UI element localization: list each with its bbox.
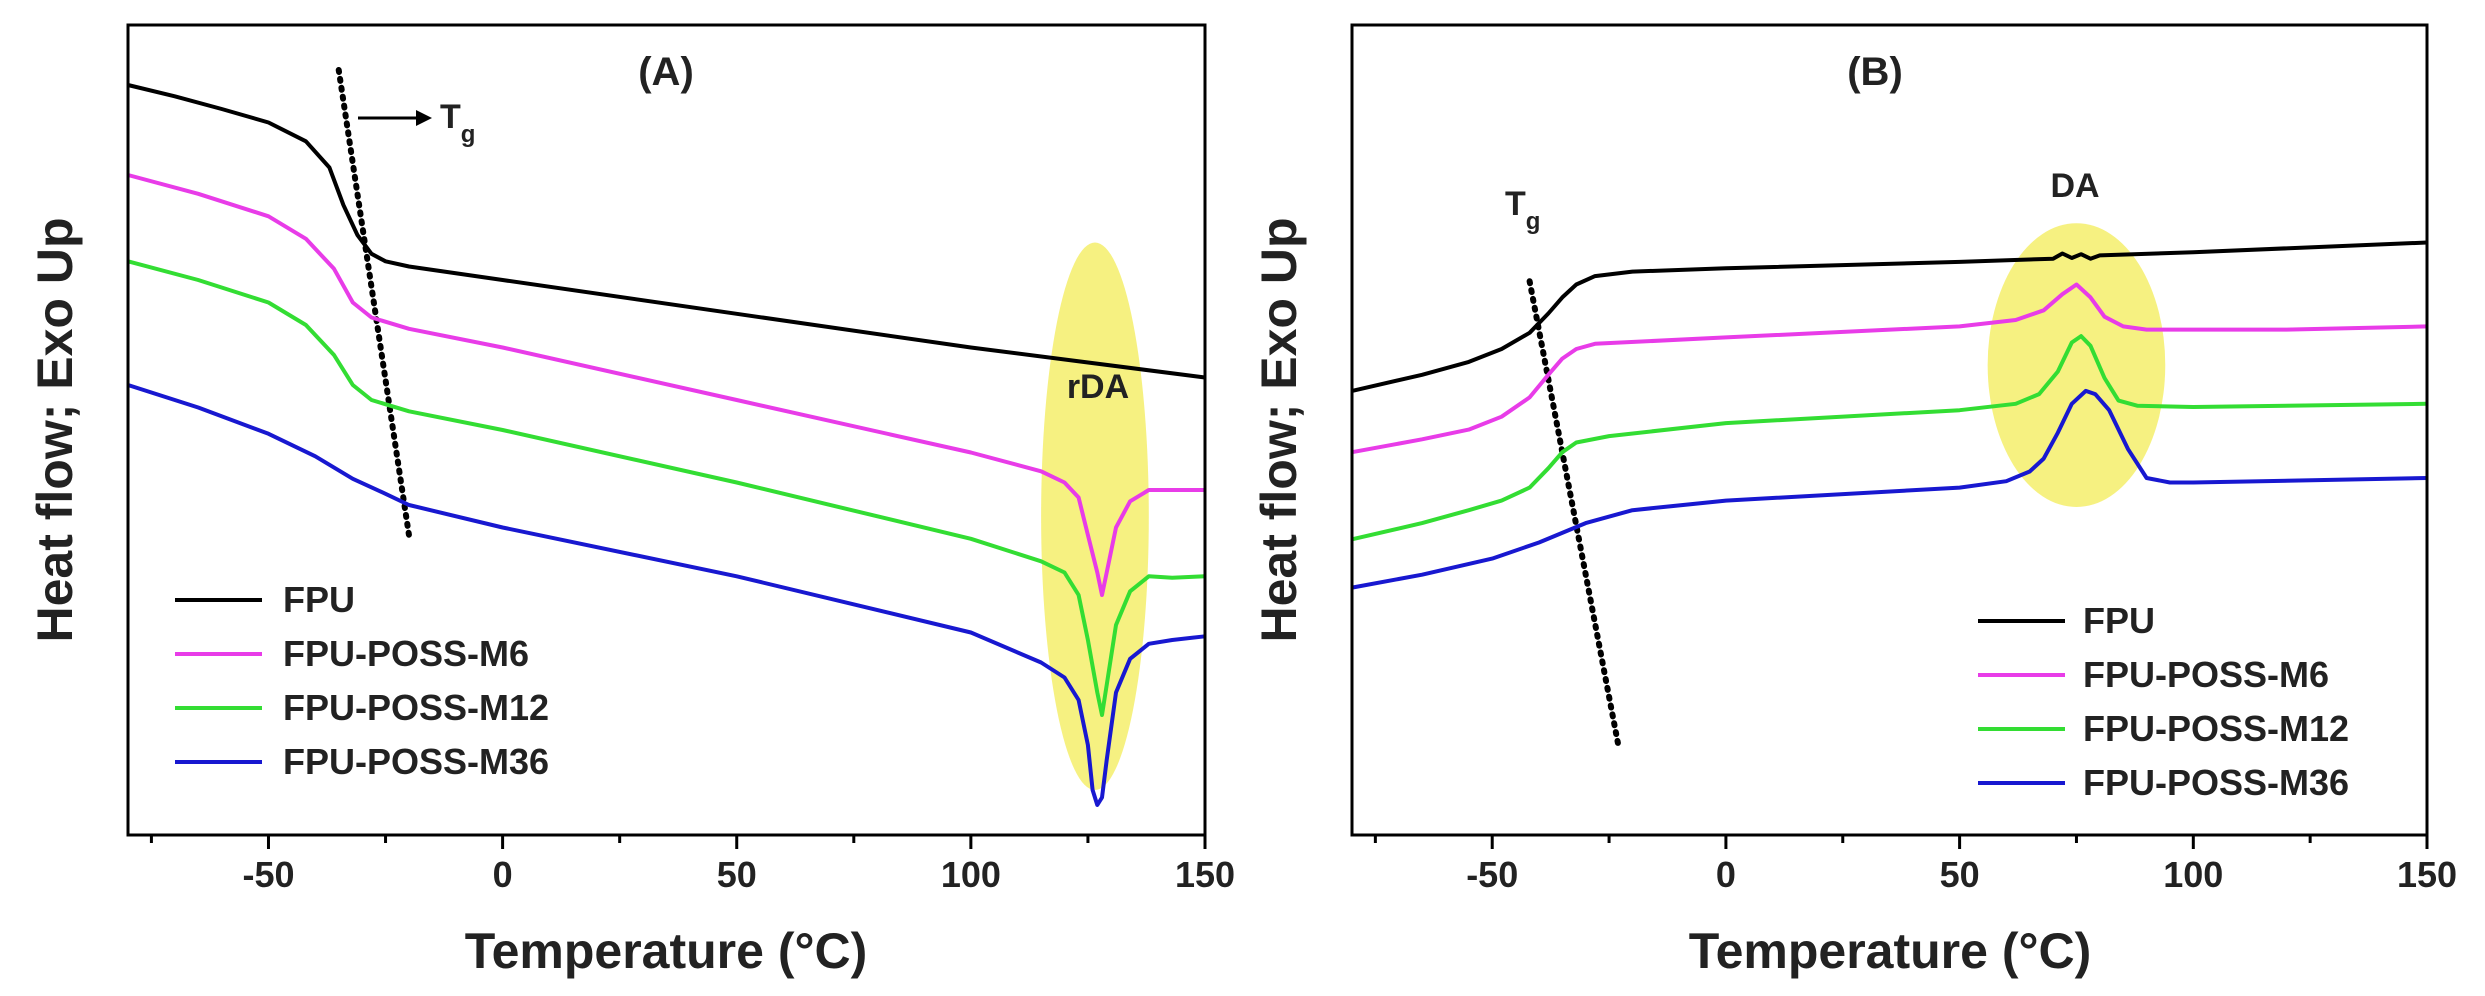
series-line-fpu-poss-m12-b — [1351, 334, 2428, 542]
tg-label-a: Tg — [440, 98, 475, 148]
tg-annotation-a: Tg — [358, 98, 475, 148]
x-axis-title-a: Temperature (°C) — [465, 923, 867, 979]
x-axis-title-b: Temperature (°C) — [1689, 923, 2091, 979]
plot-frame-a — [126, 23, 1207, 837]
legend-label-fpu-poss-m36-b: FPU-POSS-M36 — [2083, 762, 2349, 803]
x-tick-label-a: 50 — [717, 854, 757, 895]
panel-a: -50 0 50 100 150 (A) Tg rDA FPU FPU-POSS-M6 … — [27, 23, 1235, 979]
legend-label-fpu-b: FPU — [2083, 600, 2155, 641]
x-tick-label-b: 50 — [1940, 854, 1980, 895]
plot-frame-b — [1350, 23, 2429, 837]
panel-title-b: (B) — [1847, 50, 1903, 94]
da-label: DA — [2050, 167, 2099, 205]
series-line-fpu-poss-m36-a — [127, 383, 1206, 807]
series-line-fpu-poss-m6-a — [127, 173, 1205, 597]
series-line-fpu-poss-m6-b — [1351, 282, 2428, 455]
tg-dotted-line-a — [335, 67, 412, 538]
legend-label-fpu-poss-m36: FPU-POSS-M36 — [283, 741, 549, 782]
legend-label-fpu-poss-m12: FPU-POSS-M12 — [283, 687, 549, 728]
x-tick-label-b: -50 — [1466, 854, 1518, 895]
legend-label-fpu: FPU — [283, 579, 355, 620]
series-line-fpu-poss-m12-a — [127, 259, 1206, 717]
tg-label-b: Tg — [1505, 185, 1540, 235]
series-line-fpu-a — [127, 83, 1206, 380]
series-line-fpu-b — [1351, 240, 2428, 393]
legend-a: FPU FPU-POSS-M6 FPU-POSS-M12 FPU-POSS-M3… — [175, 579, 549, 782]
y-axis-title-b: Heat flow; Exo Up — [1251, 217, 1307, 642]
series-line-fpu-poss-m36-b — [1351, 388, 2428, 590]
rda-label: rDA — [1067, 368, 1129, 406]
tg-dotted-line-b — [1526, 278, 1622, 749]
x-tick-label-a: 100 — [941, 854, 1001, 895]
y-axis-title-a: Heat flow; Exo Up — [27, 217, 83, 642]
legend-label-fpu-poss-m6-b: FPU-POSS-M6 — [2083, 654, 2329, 695]
panel-b: -50 0 50 100 150 (B) Tg DA FPU FPU-POSS-M6 F… — [1251, 23, 2457, 979]
legend-label-fpu-poss-m6: FPU-POSS-M6 — [283, 633, 529, 674]
x-tick-label-a: 150 — [1175, 854, 1235, 895]
tg-arrowhead-a — [416, 110, 432, 126]
highlight-ellipse-a — [1041, 242, 1149, 790]
panel-title-a: (A) — [638, 50, 694, 94]
x-tick-label-b: 0 — [1716, 854, 1736, 895]
legend-label-fpu-poss-m12-b: FPU-POSS-M12 — [2083, 708, 2349, 749]
x-tick-label-b: 100 — [2163, 854, 2223, 895]
x-tick-label-b: 150 — [2397, 854, 2457, 895]
legend-b: FPU FPU-POSS-M6 FPU-POSS-M12 FPU-POSS-M3… — [1978, 600, 2349, 803]
x-tick-label-a: 0 — [493, 854, 513, 895]
x-tick-label-a: -50 — [242, 854, 294, 895]
